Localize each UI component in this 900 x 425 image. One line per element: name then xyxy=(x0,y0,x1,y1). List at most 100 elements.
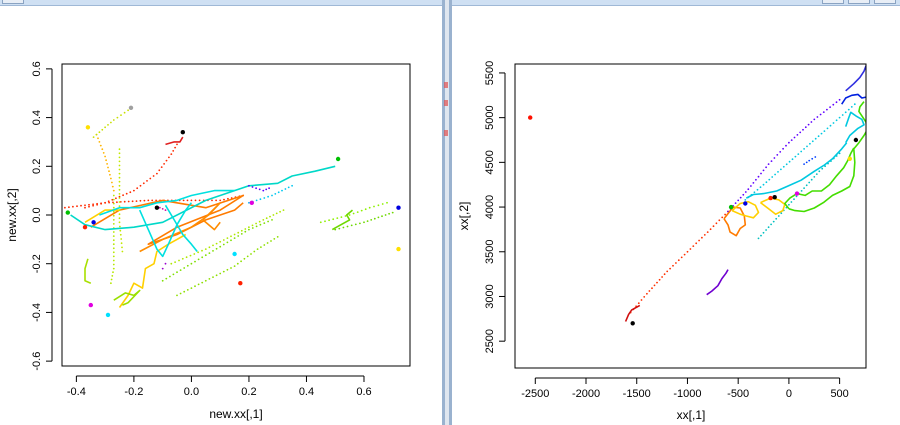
data-point xyxy=(258,188,261,191)
data-point xyxy=(158,169,161,172)
data-point xyxy=(782,165,785,168)
y-tick-label: 5000 xyxy=(484,105,496,129)
data-point xyxy=(170,262,173,265)
data-point xyxy=(197,258,200,261)
close-button[interactable] xyxy=(874,0,896,4)
data-point xyxy=(100,202,102,205)
series-line-5 xyxy=(118,233,187,308)
data-point xyxy=(118,209,121,212)
data-point xyxy=(208,246,211,249)
data-point xyxy=(850,106,853,108)
data-point xyxy=(106,163,108,165)
data-point xyxy=(186,199,189,202)
series-points-14 xyxy=(161,219,273,282)
data-point xyxy=(803,148,805,150)
series-points-0 xyxy=(84,143,178,209)
data-point xyxy=(193,253,196,255)
data-point xyxy=(680,256,683,259)
data-point xyxy=(346,225,349,228)
data-point xyxy=(810,121,813,123)
data-point xyxy=(373,217,376,220)
data-point xyxy=(381,215,383,218)
marker-point-9 xyxy=(238,281,243,286)
left-window-icon xyxy=(2,0,24,4)
marker-point-8 xyxy=(105,312,111,318)
data-point xyxy=(119,225,121,228)
data-point xyxy=(119,233,122,236)
data-point xyxy=(190,262,193,265)
data-point xyxy=(240,229,243,232)
data-point xyxy=(127,109,129,112)
marker-point-12 xyxy=(335,156,341,162)
data-point xyxy=(780,212,783,215)
marker-point-8 xyxy=(853,137,859,143)
data-point xyxy=(165,277,168,280)
data-point xyxy=(752,182,755,184)
data-point xyxy=(724,213,726,216)
data-point xyxy=(108,201,110,204)
data-point xyxy=(275,212,278,215)
data-point xyxy=(791,158,794,161)
data-point xyxy=(800,190,803,192)
data-point xyxy=(243,257,246,260)
data-point xyxy=(811,140,814,143)
data-point xyxy=(768,178,771,181)
data-point xyxy=(818,170,821,173)
data-point xyxy=(226,268,229,271)
data-point xyxy=(703,234,706,236)
data-point xyxy=(744,199,747,201)
data-point xyxy=(179,269,182,271)
data-point xyxy=(139,199,142,202)
marker-point-11 xyxy=(249,200,254,205)
left-window-titlebar xyxy=(0,0,442,6)
data-point xyxy=(267,195,269,198)
data-point xyxy=(319,221,322,224)
data-point xyxy=(826,127,829,130)
data-point xyxy=(122,194,124,197)
data-point xyxy=(178,259,180,262)
data-point xyxy=(139,184,142,187)
series-points-13 xyxy=(176,236,279,297)
data-point xyxy=(263,197,266,199)
data-point xyxy=(215,247,218,250)
data-point xyxy=(170,153,173,156)
data-point xyxy=(190,287,193,289)
data-point xyxy=(712,225,715,228)
minimize-button[interactable] xyxy=(822,0,844,4)
x-tick-label: 0.4 xyxy=(299,386,314,398)
data-point xyxy=(110,177,112,180)
x-tick-label: -0.4 xyxy=(67,386,86,398)
data-point xyxy=(112,189,115,192)
data-point xyxy=(819,113,822,116)
data-point xyxy=(112,119,115,121)
data-point xyxy=(111,181,113,184)
data-point xyxy=(334,228,337,231)
data-point xyxy=(344,215,347,217)
data-point xyxy=(155,199,158,202)
data-point xyxy=(116,201,118,204)
data-point xyxy=(112,243,115,246)
data-point xyxy=(765,181,768,184)
data-point xyxy=(248,226,250,229)
data-point xyxy=(332,218,335,221)
data-point xyxy=(108,170,110,173)
data-point xyxy=(838,98,841,101)
data-point xyxy=(809,142,811,145)
data-point xyxy=(112,251,115,254)
data-point xyxy=(118,221,121,224)
data-point xyxy=(129,191,132,194)
maximize-button[interactable] xyxy=(848,0,870,4)
plot-frame xyxy=(61,63,411,367)
data-point xyxy=(118,188,121,191)
data-point xyxy=(109,173,111,176)
data-point xyxy=(233,265,236,267)
data-point xyxy=(692,245,695,248)
data-point xyxy=(377,204,380,207)
y-axis-label: xx[,2] xyxy=(457,202,471,231)
data-point xyxy=(112,223,115,225)
data-point xyxy=(771,176,774,178)
x-axis-label: new.xx[,1] xyxy=(209,407,262,421)
data-point xyxy=(785,144,787,147)
data-point xyxy=(112,271,114,274)
data-point xyxy=(762,183,765,186)
